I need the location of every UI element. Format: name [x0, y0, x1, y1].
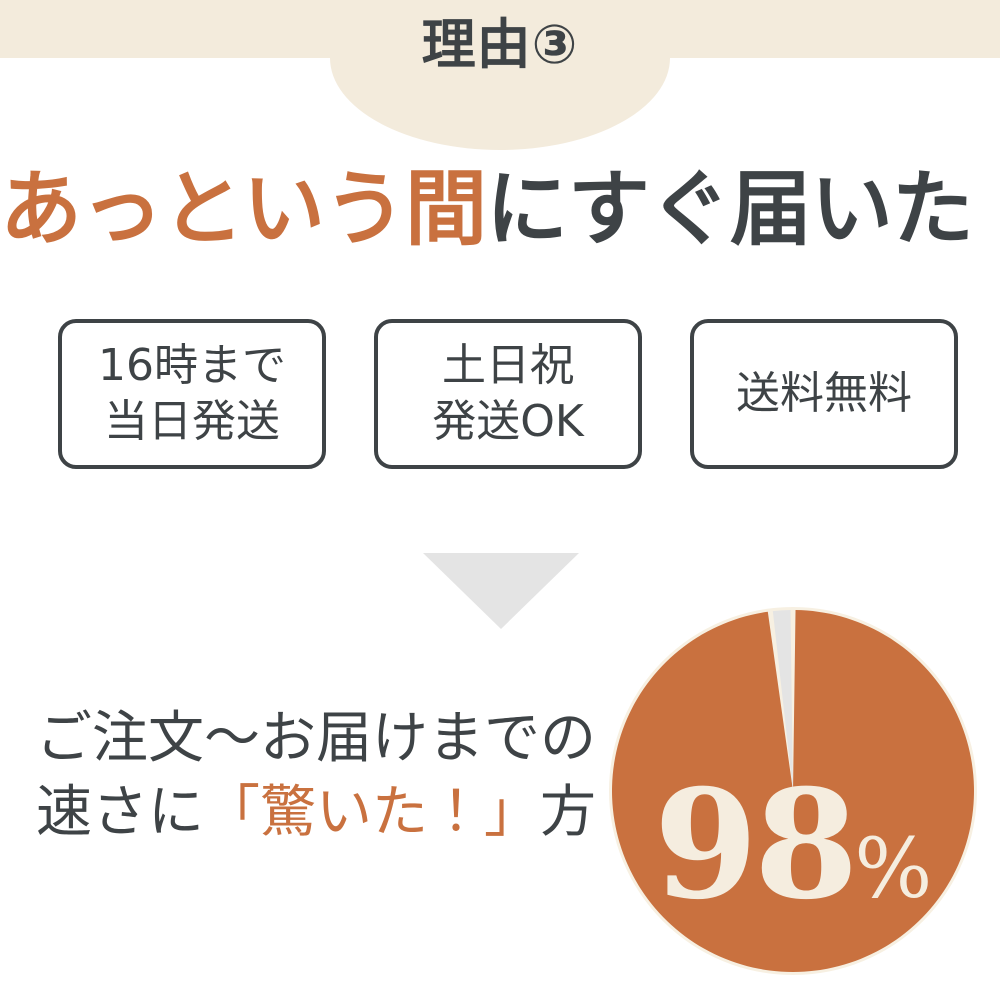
chevron-down-icon [423, 553, 579, 629]
caption-line2-pre: 速さに [36, 780, 204, 845]
headline-rest: にすぐ届いた！ [486, 162, 1000, 257]
pie-slice-other [772, 610, 793, 791]
badge-line-2: 発送OK [432, 396, 584, 447]
badge-free-shipping[interactable]: 送料無料 [690, 319, 958, 469]
pie-chart-svg [609, 607, 977, 975]
headline-accent: あっという間 [0, 162, 487, 257]
caption-line-1: ご注文〜お届けまでの [36, 706, 596, 771]
badge-line-1: 送料無料 [736, 368, 912, 419]
survey-caption: ご注文〜お届けまでの 速さに「驚いた！」方 [36, 702, 596, 850]
caption-line2-accent: 「驚いた！」 [204, 780, 540, 845]
feature-badge-list: 16時まで 当日発送 土日祝 発送OK 送料無料 [58, 319, 958, 469]
survey-pie-chart [608, 606, 978, 976]
badge-line-1: 16時まで [98, 340, 286, 391]
header-band [0, 0, 1000, 58]
caption-line-2: 速さに「驚いた！」方 [36, 776, 596, 850]
badge-weekend-holiday-shipping[interactable]: 土日祝 発送OK [374, 319, 642, 469]
pie-slice-main [612, 610, 974, 972]
badge-line-1: 土日祝 [442, 340, 574, 391]
headline: あっという間にすぐ届いた！ [0, 158, 1000, 262]
page-title: 理由③ [421, 13, 579, 76]
badge-line-2: 当日発送 [104, 396, 280, 447]
badge-same-day-shipping[interactable]: 16時まで 当日発送 [58, 319, 326, 469]
caption-line2-post: 方 [540, 780, 596, 845]
